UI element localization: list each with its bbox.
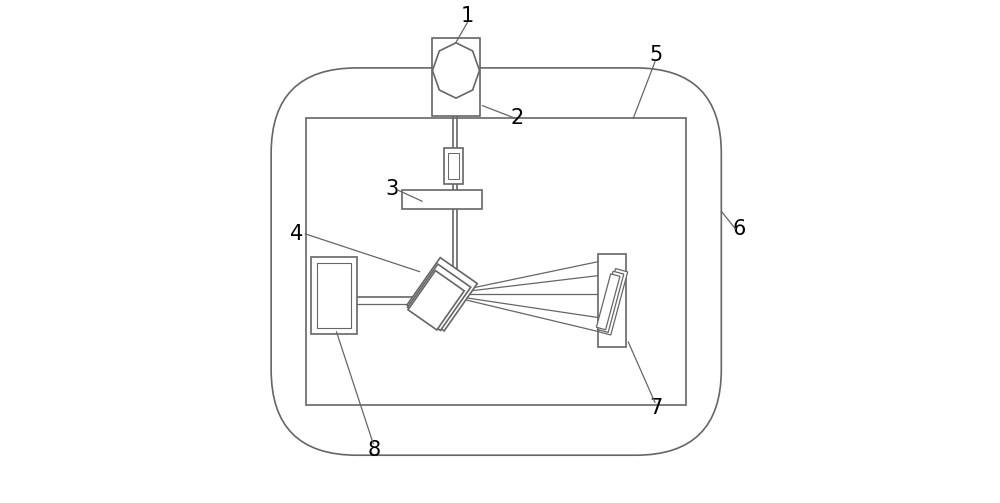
Polygon shape <box>407 258 477 331</box>
Bar <box>317 263 351 328</box>
FancyBboxPatch shape <box>271 68 721 455</box>
Polygon shape <box>598 271 624 332</box>
Text: 1: 1 <box>461 6 474 26</box>
Bar <box>306 118 686 405</box>
Text: 6: 6 <box>732 219 746 239</box>
Bar <box>402 190 482 209</box>
Text: 7: 7 <box>649 398 663 418</box>
Text: 3: 3 <box>385 179 398 199</box>
Polygon shape <box>596 274 620 330</box>
Polygon shape <box>408 264 471 330</box>
Bar <box>432 38 480 116</box>
Bar <box>444 148 463 184</box>
Bar <box>311 257 357 334</box>
Bar <box>598 254 626 347</box>
Text: 4: 4 <box>290 224 303 244</box>
Polygon shape <box>408 271 464 330</box>
Text: 2: 2 <box>511 108 524 128</box>
Text: 5: 5 <box>649 45 663 65</box>
Polygon shape <box>599 269 628 335</box>
Bar <box>448 153 459 179</box>
Polygon shape <box>432 43 480 98</box>
Text: 8: 8 <box>368 440 381 460</box>
